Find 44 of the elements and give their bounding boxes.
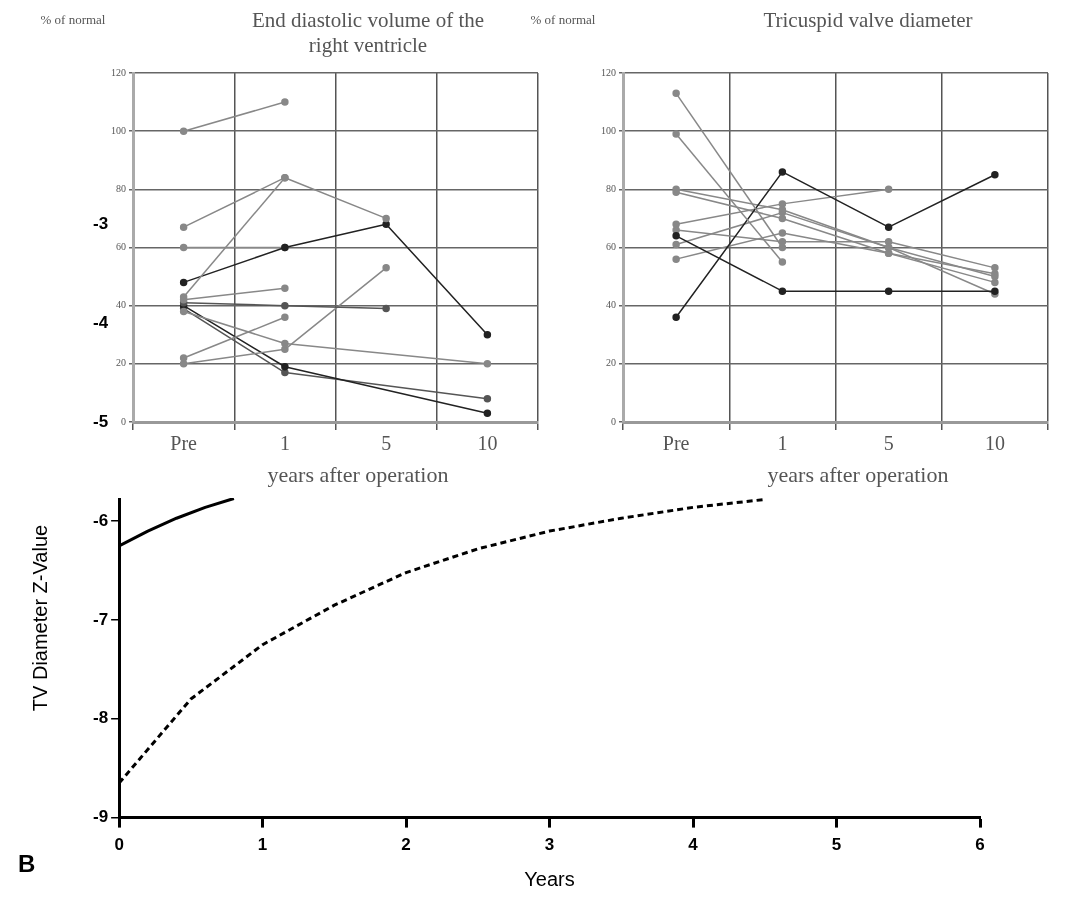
y-tick-label: 0	[121, 415, 126, 427]
x-tick-label: 2	[401, 835, 411, 855]
y-tick-label: -5	[92, 412, 109, 432]
x-tick-label: 5	[831, 835, 842, 855]
y-tick-label: -9	[92, 807, 109, 827]
y-axis-title: % of normal	[39, 12, 107, 27]
y-tick-label: 120	[111, 66, 126, 78]
x-tick-label: Pre	[170, 432, 198, 455]
x-tick-label: 6	[975, 835, 985, 855]
y-tick-label: 100	[111, 124, 126, 136]
y-tick-label: 20	[606, 357, 616, 369]
x-tick-label: 1	[257, 835, 268, 855]
chart-title: End diastolic volume of the right ventricle	[250, 8, 486, 59]
y-axis-title: % of normal	[529, 12, 597, 27]
x-tick-label: 5	[883, 432, 894, 455]
x-tick-label: 5	[381, 432, 392, 455]
y-tick-label: 40	[606, 299, 616, 311]
y-tick-label: -6	[92, 510, 109, 530]
x-tick-label: 10	[477, 432, 498, 455]
y-tick-label: 100	[601, 124, 616, 136]
y-tick-label: -4	[92, 313, 109, 333]
y-tick-label: 0	[611, 415, 616, 427]
y-tick-label: 80	[116, 182, 126, 194]
text: B	[18, 850, 36, 878]
chart-title: Tricuspid valve diameter	[762, 8, 974, 34]
x-tick-label: 10	[984, 432, 1005, 455]
y-tick-label: 20	[116, 357, 126, 369]
y-tick-label: 60	[116, 241, 126, 253]
x-axis-title: Years	[524, 867, 575, 890]
y-tick-label: -7	[92, 609, 109, 629]
x-tick-label: Pre	[662, 432, 690, 455]
x-axis-title: years after operation	[766, 462, 950, 488]
y-tick-label: 40	[116, 299, 126, 311]
y-tick-label: -3	[92, 214, 109, 234]
y-tick-label: 120	[601, 66, 616, 78]
x-tick-label: 1	[777, 432, 788, 455]
y-tick-label: -8	[92, 708, 109, 728]
y-tick-label: 80	[606, 182, 616, 194]
x-axis-title: years after operation	[266, 462, 450, 488]
y-axis-title: TV Diameter Z-Value	[28, 524, 52, 712]
y-tick-label: 60	[606, 241, 616, 253]
x-tick-label: 3	[544, 835, 555, 855]
x-tick-label: 1	[279, 432, 290, 455]
x-tick-label: 4	[688, 835, 699, 855]
